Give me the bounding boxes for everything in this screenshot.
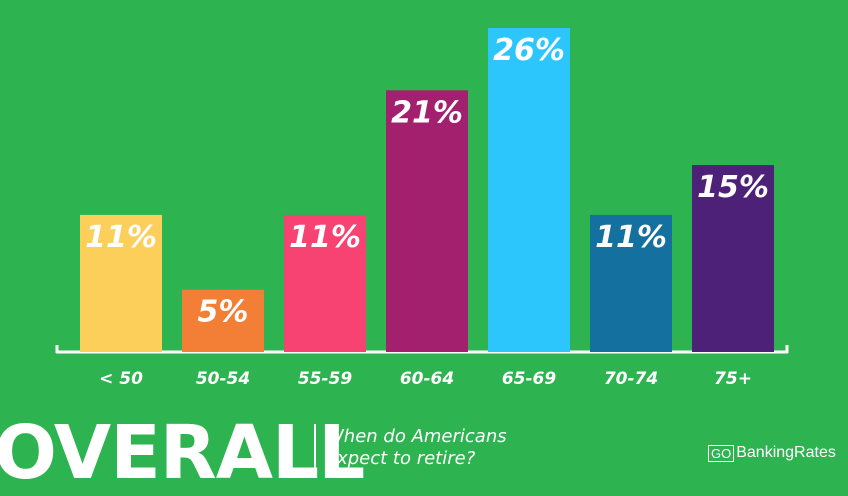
bar-value-label-5: 11% [595,220,667,255]
bar-value-label-6: 15% [697,170,769,205]
bar-value-label-4: 26% [493,33,565,68]
brand-go-box: GO [708,444,735,462]
x-tick-label-5: 70-74 [604,369,658,389]
subtitle-line-2: expect to retire? [326,448,476,469]
retirement-age-bar-chart: 11% < 50 5% 50-54 11% 55-59 21% 60-64 26% 65-69 11… [55,28,789,389]
bars-group: 11% < 50 5% 50-54 11% 55-59 21% 60-64 26% 65-69 11… [80,28,774,389]
x-tick-label-4: 65-69 [502,369,557,389]
subtitle-line-1: When do Americans [326,426,507,447]
x-tick-label-0: < 50 [99,369,143,389]
bar-0 [80,214,162,352]
bar-3 [386,90,468,353]
overall-title: OVERALL [0,410,365,496]
bar-2 [284,214,366,352]
x-tick-label-3: 60-64 [400,369,454,389]
x-tick-label-2: 55-59 [298,369,353,389]
bar-6 [692,165,774,352]
bar-4 [488,28,570,352]
chart-subtitle: When do Americans expect to retire? [326,426,507,470]
bar-value-label-1: 5% [198,295,249,330]
x-tick-label-1: 50-54 [196,369,250,389]
gobankingrates-logo: GO BankingRates [708,444,836,462]
bar-value-label-2: 11% [289,220,361,255]
x-tick-label-6: 75+ [714,369,752,389]
footer-divider [314,424,316,472]
brand-name: BankingRates [736,444,836,461]
bar-1 [182,289,264,352]
bar-5 [590,214,672,352]
bar-value-label-3: 21% [391,95,463,130]
bar-value-label-0: 11% [85,220,157,255]
